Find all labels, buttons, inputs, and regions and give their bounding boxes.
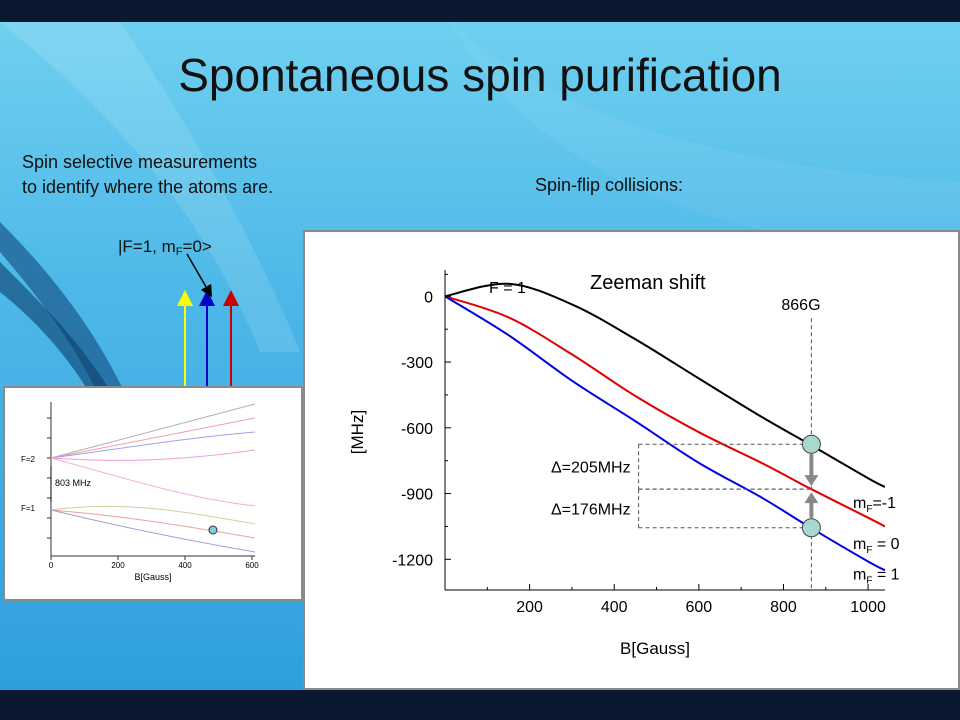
small-xtick: 600: [245, 561, 259, 570]
delta-label: Δ=205MHz: [551, 460, 631, 477]
chart-title: Zeeman shift: [590, 272, 706, 294]
ket-label: |F=1, mF=0>: [118, 237, 212, 258]
y-tick-label: -600: [401, 421, 433, 438]
small-xtick: 200: [111, 561, 125, 570]
description-text: Spin selective measurements to identify …: [22, 150, 273, 200]
zeeman-chart: 200 400 600 800 1000 0 -300 -600 -900 -1200 F = 1…: [303, 230, 960, 690]
x-tick-label: 1000: [850, 599, 886, 616]
delta-label: Δ=176MHz: [551, 501, 631, 518]
description-line-2: to identify where the atoms are.: [22, 177, 274, 197]
y-tick-label: -900: [401, 487, 433, 504]
spin-flip-arrowhead-up: [804, 492, 819, 504]
small-xtick: 400: [178, 561, 192, 570]
series-line-0: [445, 282, 885, 488]
marker-circle-bottom: [801, 518, 821, 538]
x-tick-label: 600: [685, 599, 712, 616]
marker-circle-top: [801, 434, 821, 454]
ket-sub: F: [175, 246, 183, 258]
mf-m: m: [853, 536, 866, 553]
mf-sub: F: [866, 504, 872, 515]
y-tick-label: -300: [401, 355, 433, 372]
mf-rest: =-1: [872, 495, 896, 512]
bottom-bar: [0, 690, 960, 720]
curve-label-mf: mF=-1: [853, 495, 896, 515]
slide-title: Spontaneous spin purification: [178, 49, 782, 101]
series-line-1: [445, 295, 885, 528]
curve-label-mf: mF = 0: [853, 536, 900, 556]
zeeman-chart-svg: 200 400 600 800 1000 0 -300 -600 -900 -1200 F = 1…: [348, 270, 900, 658]
y-tick-label: 0: [424, 289, 433, 306]
spin-flip-arrowhead-down: [804, 475, 819, 487]
x-tick-label: 800: [770, 599, 797, 616]
small-plot-svg: F=2 F=1 803 MHz 0 200 400 600 B[Gauss]: [21, 402, 259, 582]
mf-m: m: [853, 495, 866, 512]
mf-rest: = 1: [872, 567, 899, 584]
series-line-2: [445, 295, 885, 572]
x-tick-label: 200: [516, 599, 543, 616]
marker-label: 866G: [781, 297, 820, 314]
mf-sub: F: [866, 545, 872, 556]
small-plot-marker: [208, 525, 218, 535]
description-line-1: Spin selective measurements: [22, 152, 258, 172]
small-xlabel: B[Gauss]: [134, 572, 171, 582]
spin-flip-text: Spin-flip collisions:: [535, 175, 684, 195]
pointer-arrow: [186, 253, 213, 298]
curve-label-mf: mF = 1: [853, 567, 900, 587]
curve-label-f1: F = 1: [489, 280, 526, 297]
ket-prefix: |F=1, m: [118, 237, 176, 256]
small-energy-plot: F=2 F=1 803 MHz 0 200 400 600 B[Gauss]: [3, 386, 303, 601]
top-bar: [0, 0, 960, 22]
f1-label: F=1: [21, 504, 36, 513]
y-tick-label: -1200: [392, 552, 433, 569]
ket-suffix: =0>: [182, 237, 212, 256]
mf-sub: F: [866, 576, 872, 587]
f2-label: F=2: [21, 455, 36, 464]
x-tick-label: 400: [601, 599, 628, 616]
x-axis-label: B[Gauss]: [620, 639, 690, 658]
gap-label: 803 MHz: [55, 478, 92, 488]
small-xtick: 0: [49, 561, 54, 570]
mf-m: m: [853, 567, 866, 584]
mf-rest: = 0: [872, 536, 899, 553]
y-axis-label: [MHz]: [348, 410, 367, 454]
